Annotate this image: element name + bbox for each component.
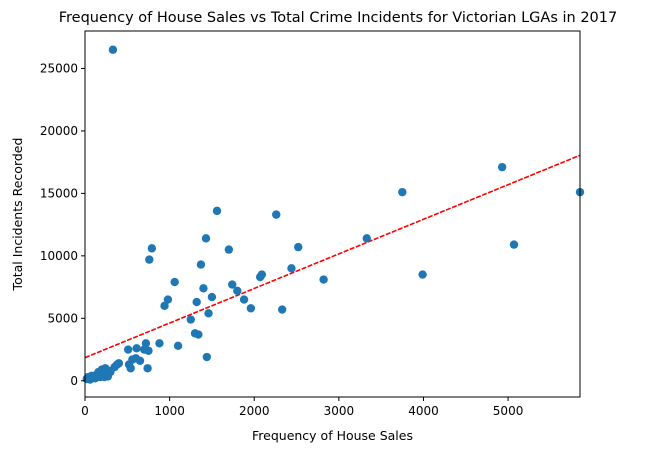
y-tick-label: 10000 <box>40 249 78 263</box>
data-points-layer <box>82 45 585 384</box>
plot-area <box>82 30 585 398</box>
data-point <box>497 162 507 172</box>
data-point <box>398 187 407 197</box>
regression-line-layer <box>84 154 581 359</box>
y-tick-label: 15000 <box>40 186 78 200</box>
data-point <box>186 315 195 324</box>
data-point <box>144 346 153 355</box>
data-point <box>199 284 208 293</box>
data-point <box>170 277 179 287</box>
data-point <box>228 280 237 289</box>
plot-frame <box>84 30 581 398</box>
data-point <box>239 295 249 304</box>
data-point <box>132 344 141 353</box>
data-point <box>294 242 303 252</box>
data-point <box>143 364 152 373</box>
y-axis-label: Total Incidents Recorded <box>10 138 25 292</box>
plot-background <box>85 31 580 397</box>
data-point <box>155 339 164 348</box>
x-tick-label: 5000 <box>493 404 524 418</box>
x-axis-label: Frequency of House Sales <box>252 428 413 443</box>
data-point <box>201 234 211 243</box>
data-point <box>126 364 135 373</box>
data-point <box>114 359 124 368</box>
data-point <box>141 339 151 348</box>
data-point <box>509 240 519 249</box>
x-tick-label: 1000 <box>154 404 185 418</box>
data-point <box>194 330 203 339</box>
data-point <box>173 341 183 350</box>
data-point <box>212 206 222 216</box>
data-point <box>277 305 287 314</box>
data-point <box>418 270 427 279</box>
data-point <box>362 234 371 243</box>
x-axis-ticks: 0 1000 2000 3000 4000 5000 <box>81 397 523 418</box>
data-point <box>202 352 212 362</box>
x-tick-label: 3000 <box>324 404 355 418</box>
y-tick-label: 0 <box>70 374 78 388</box>
data-point <box>123 345 133 354</box>
x-tick-label: 4000 <box>408 404 439 418</box>
chart-title: Frequency of House Sales vs Total Crime … <box>59 10 617 26</box>
regression-line <box>84 154 581 359</box>
data-point <box>147 244 157 253</box>
data-point <box>196 260 206 269</box>
x-tick-label: 0 <box>81 404 89 418</box>
x-tick-label: 2000 <box>239 404 270 418</box>
data-point <box>272 210 281 219</box>
data-point <box>160 301 169 311</box>
data-point <box>287 264 296 273</box>
data-point <box>103 372 113 381</box>
y-tick-label: 20000 <box>40 124 78 138</box>
data-point <box>192 297 201 307</box>
data-point <box>163 295 173 304</box>
data-point <box>207 292 217 302</box>
data-point <box>246 304 256 313</box>
data-point <box>204 309 213 318</box>
data-point <box>224 245 234 254</box>
y-axis-ticks: 0 5000 10000 15000 20000 25000 <box>40 61 85 388</box>
data-point <box>145 255 154 264</box>
y-tick-label: 25000 <box>40 61 78 75</box>
data-point <box>233 286 242 296</box>
data-point <box>135 356 145 365</box>
data-point <box>319 275 328 284</box>
data-point <box>257 270 267 279</box>
data-point <box>108 45 118 54</box>
y-tick-label: 5000 <box>47 311 78 325</box>
